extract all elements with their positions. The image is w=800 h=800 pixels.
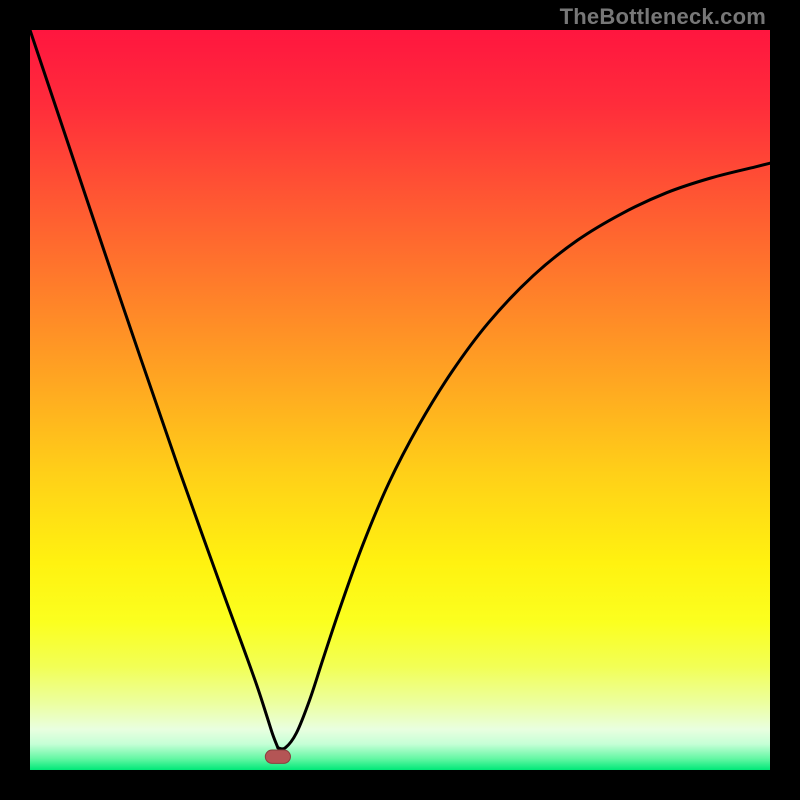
chart-svg bbox=[30, 30, 770, 770]
chart-frame: TheBottleneck.com bbox=[0, 0, 800, 800]
chart-background bbox=[30, 30, 770, 770]
bottleneck-marker bbox=[265, 750, 290, 763]
plot-area bbox=[30, 30, 770, 770]
watermark-text: TheBottleneck.com bbox=[560, 4, 766, 30]
